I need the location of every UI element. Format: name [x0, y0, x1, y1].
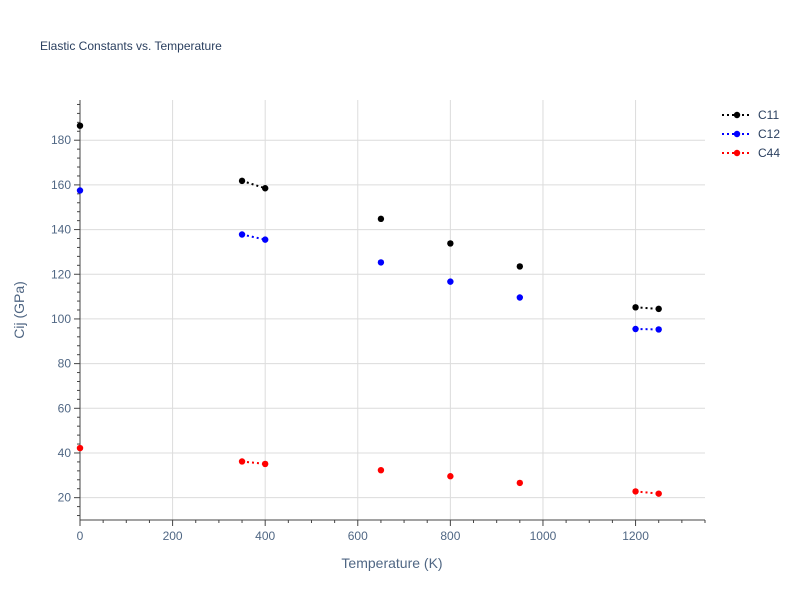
data-point[interactable]	[632, 488, 639, 495]
y-tick-label: 80	[58, 357, 72, 371]
data-point[interactable]	[516, 479, 524, 487]
legend-item-c44[interactable]: C44	[722, 146, 780, 160]
y-axis-label: Cij (GPa)	[11, 281, 27, 339]
y-axis-ticks: 20 40 60 80 100 120 140 160 180	[51, 103, 80, 517]
y-tick-label: 160	[51, 178, 71, 192]
x-tick-label: 600	[348, 529, 368, 543]
x-axis-label: Temperature (K)	[341, 555, 442, 571]
data-point[interactable]	[377, 259, 385, 266]
legend-label: C12	[758, 127, 780, 141]
legend-item-c11[interactable]: C11	[722, 108, 779, 122]
legend-label: C11	[758, 108, 779, 122]
data-point[interactable]	[238, 177, 246, 185]
y-tick-label: 100	[51, 312, 71, 326]
y-tick-label: 40	[58, 446, 72, 460]
data-point[interactable]	[377, 215, 385, 223]
legend-marker	[733, 130, 741, 138]
legend-label: C44	[758, 146, 780, 160]
y-tick-label: 20	[58, 491, 72, 505]
data-point[interactable]	[516, 263, 524, 270]
data-point[interactable]	[261, 460, 269, 468]
data-point[interactable]	[655, 305, 662, 313]
data-point[interactable]	[238, 231, 246, 238]
x-tick-label: 1000	[530, 529, 557, 543]
series-line-segment	[635, 306, 659, 310]
chart-title: Elastic Constants vs. Temperature	[40, 39, 222, 53]
data-point[interactable]	[632, 325, 639, 333]
data-point[interactable]	[261, 185, 269, 192]
data-point[interactable]	[516, 294, 524, 301]
series-c12	[76, 187, 662, 333]
data-point[interactable]	[632, 304, 639, 311]
y-tick-label: 180	[51, 133, 71, 147]
data-point[interactable]	[76, 122, 84, 129]
data-point[interactable]	[447, 240, 454, 247]
series-line-segment	[635, 490, 659, 495]
y-tick-label: 120	[51, 267, 71, 281]
x-axis-ticks: 0 200 400 600 800 1000 1200	[77, 520, 706, 543]
x-tick-label: 1200	[622, 529, 649, 543]
legend-marker	[733, 149, 741, 157]
legend-marker	[733, 111, 741, 119]
y-tick-label: 140	[51, 223, 71, 237]
x-tick-label: 400	[255, 529, 275, 543]
y-tick-label: 60	[58, 401, 72, 415]
series-line-segment	[241, 233, 266, 241]
data-point[interactable]	[238, 458, 246, 465]
x-tick-label: 800	[440, 529, 460, 543]
series-line-segment	[241, 179, 266, 190]
series-c44	[76, 444, 662, 497]
legend-item-c12[interactable]: C12	[722, 127, 780, 141]
plot-area	[76, 122, 662, 497]
data-point[interactable]	[447, 278, 454, 285]
data-point[interactable]	[261, 236, 269, 243]
x-tick-label: 200	[163, 529, 183, 543]
data-point[interactable]	[655, 490, 662, 497]
data-point[interactable]	[655, 326, 662, 333]
series-line-segment	[241, 460, 266, 465]
x-tick-label: 0	[77, 529, 84, 543]
legend[interactable]: C11 C12 C44	[722, 108, 780, 160]
series-c11	[76, 122, 662, 313]
data-point[interactable]	[377, 466, 385, 474]
data-point[interactable]	[76, 187, 84, 194]
data-point[interactable]	[447, 473, 454, 480]
data-point[interactable]	[76, 444, 84, 452]
